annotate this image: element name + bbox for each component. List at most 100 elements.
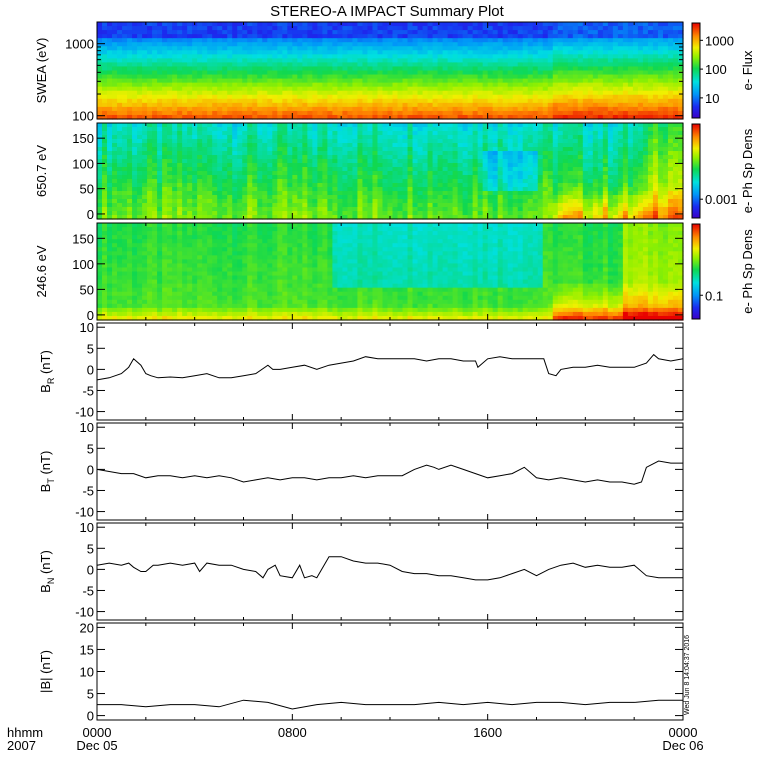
pad650-spectrogram-cell [147,147,153,152]
pad650-spectrogram-cell [472,207,479,212]
pad650-spectrogram-cell [152,127,158,132]
pad650-spectrogram-cell [192,151,198,156]
swea-spectrogram-cell [157,50,163,55]
swea-spectrogram-cell [277,62,283,68]
swea-spectrogram-cell [607,42,614,47]
swea-spectrogram-cell [517,78,524,84]
swea-spectrogram-cell [597,106,604,112]
pad650-spectrogram-cell [347,123,354,128]
swea-spectrogram-cell [397,110,404,116]
pad650-spectrogram-cell [222,147,228,152]
swea-spectrogram-cell [302,58,308,64]
pad650-spectrogram-cell [352,147,359,152]
pad650-spectrogram-cell [447,151,454,156]
swea-spectrogram-cell [237,66,243,72]
pad650-spectrogram-cell [472,203,479,208]
swea-spectrogram-cell [407,50,414,55]
swea-spectrogram-cell [652,30,659,35]
pad650-spectrogram-cell [197,179,203,184]
pad650-spectrogram-cell [97,191,103,196]
swea-spectrogram-cell [497,114,504,120]
pad650-spectrogram-cell [347,171,354,176]
swea-spectrogram-cell [282,74,288,80]
swea-spectrogram-cell [562,38,569,43]
pad650-spectrogram-cell [257,171,263,176]
swea-spectrogram-cell [212,50,218,55]
pad650-spectrogram-cell [397,215,404,220]
swea-spectrogram-cell [152,66,158,72]
pad650-spectrogram-cell [437,215,444,220]
swea-spectrogram-cell [652,62,659,68]
pad650-spectrogram-cell [347,139,354,144]
swea-spectrogram-cell [167,38,173,43]
swea-spectrogram-cell [612,62,619,68]
swea-spectrogram-cell [582,78,589,84]
swea-spectrogram-cell [97,26,103,31]
swea-spectrogram-cell [272,34,278,39]
swea-spectrogram-cell [497,46,504,51]
swea-spectrogram-cell [157,66,163,72]
pad650-spectrogram-cell [477,127,484,132]
swea-spectrogram-cell [422,74,429,80]
swea-spectrogram-cell [442,106,449,112]
pad650-spectrogram-cell [187,215,193,220]
swea-spectrogram-cell [627,86,634,92]
pad650-spectrogram-cell [242,159,248,164]
pad650-spectrogram-cell [387,171,394,176]
swea-spectrogram-cell [582,90,589,96]
swea-spectrogram-cell [142,26,148,31]
swea-spectrogram-cell [612,46,619,51]
swea-spectrogram-cell [667,26,674,31]
swea-spectrogram-cell [232,102,238,108]
swea-spectrogram-cell [247,110,253,116]
pad650-spectrogram-cell [277,187,283,192]
swea-spectrogram-cell [342,98,349,104]
swea-spectrogram-cell [392,22,399,27]
swea-spectrogram-cell [122,26,128,31]
swea-spectrogram-cell [302,74,308,80]
swea-spectrogram-cell [397,70,404,76]
swea-spectrogram-cell [332,110,339,116]
swea-spectrogram-cell [562,30,569,35]
swea-spectrogram-cell [112,22,118,27]
swea-spectrogram-cell [167,78,173,84]
swea-spectrogram-cell [342,110,349,116]
swea-spectrogram-cell [487,94,494,100]
swea-spectrogram-cell [577,38,584,43]
pad650-spectrogram-cell [282,207,288,212]
swea-spectrogram-cell [652,102,659,108]
pad650-spectrogram-cell [247,191,253,196]
pad650-spectrogram-cell [337,195,344,200]
pad650-spectrogram-cell [292,127,298,132]
swea-spectrogram-cell [382,46,389,51]
swea-spectrogram-cell [337,106,344,112]
pad650-spectrogram-cell [332,191,339,196]
swea-spectrogram-cell [147,34,153,39]
swea-spectrogram-cell [302,114,308,120]
pad650-spectrogram-cell [442,139,449,144]
pad650-spectrogram-cell [217,151,223,156]
pad650-spectrogram-cell [187,143,193,148]
swea-spectrogram-cell [377,54,384,59]
swea-spectrogram-cell [677,26,684,31]
pad650-spectrogram-cell [482,207,489,212]
swea-spectrogram-cell [562,34,569,39]
pad650-spectrogram-cell [512,203,519,208]
swea-spectrogram-cell [157,42,163,47]
pad650-spectrogram-cell [147,215,153,220]
swea-spectrogram-cell [652,110,659,116]
swea-spectrogram-cell [617,102,624,108]
swea-spectrogram-cell [487,86,494,92]
pad650-spectrogram-cell [117,187,123,192]
swea-spectrogram-cell [652,70,659,76]
pad650-spectrogram-cell [202,203,208,208]
swea-spectrogram-cell [527,46,534,51]
swea-spectrogram-cell [352,66,359,72]
swea-spectrogram-cell [432,34,439,39]
swea-spectrogram-cell [312,114,318,120]
swea-spectrogram-cell [142,30,148,35]
swea-spectrogram-cell [462,94,469,100]
pad650-spectrogram-cell [287,183,293,188]
swea-spectrogram-cell [182,54,188,59]
swea-spectrogram-cell [477,102,484,108]
